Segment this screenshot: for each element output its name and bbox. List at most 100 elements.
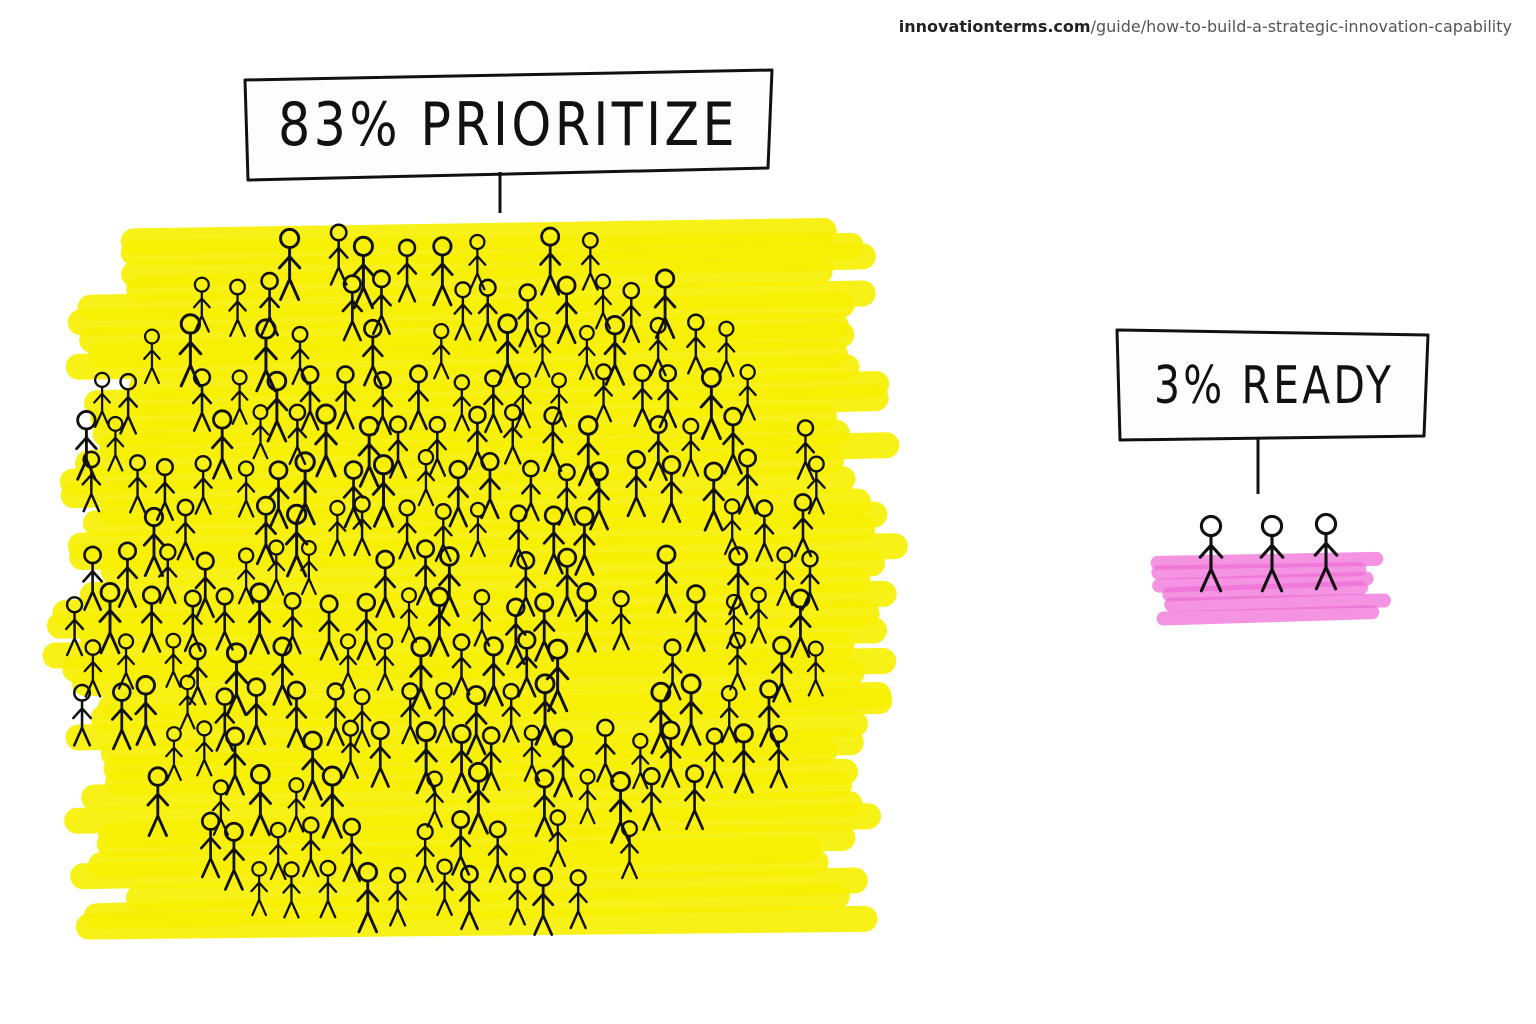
figure-body	[387, 431, 409, 479]
stick-figure	[222, 821, 245, 891]
stick-figure	[594, 363, 613, 423]
figure-body	[704, 742, 725, 789]
stick-figure	[704, 727, 725, 789]
stick-figure	[684, 764, 706, 831]
figure-body	[725, 607, 743, 650]
stick-figure	[532, 867, 555, 936]
stick-figure	[318, 594, 340, 661]
stick-figure	[625, 449, 648, 518]
figure-body	[789, 605, 812, 659]
figure-body	[631, 746, 650, 790]
stick-figure	[725, 593, 743, 650]
figure-body	[647, 431, 669, 482]
stick-figure	[282, 591, 303, 655]
figure-body	[146, 783, 170, 838]
figure-body	[686, 328, 706, 375]
figure-body	[128, 468, 148, 514]
stick-figure	[447, 459, 470, 528]
figure-body	[187, 657, 208, 706]
figure-body	[450, 741, 473, 794]
figure-body	[407, 380, 429, 431]
stick-figure	[428, 586, 451, 657]
stick-figure	[482, 636, 505, 707]
stick-figure	[620, 820, 639, 880]
sign-label: 83% PRIORITIZE	[278, 90, 738, 160]
stick-figure	[580, 231, 600, 291]
figure-body	[555, 292, 578, 345]
figure-body	[193, 469, 213, 515]
stick-figure	[555, 275, 578, 345]
figure-body	[318, 874, 338, 919]
figure-body	[425, 784, 444, 828]
stick-figure	[72, 683, 93, 747]
stick-figure	[611, 590, 631, 651]
figure-body	[542, 522, 565, 575]
figure-body	[400, 601, 418, 643]
figure-body	[277, 246, 302, 302]
stick-figure	[116, 541, 139, 608]
stick-figure	[388, 866, 408, 927]
majority-sign: 83% PRIORITIZE	[243, 68, 774, 213]
stick-figure	[662, 638, 683, 701]
figure-body	[575, 599, 598, 653]
figure-body	[287, 418, 308, 466]
figure-body	[397, 514, 417, 560]
stick-figure	[467, 405, 488, 471]
figure-body	[285, 697, 308, 749]
figure-body	[314, 421, 338, 478]
stick-figure	[396, 238, 418, 303]
figure-body	[83, 653, 103, 698]
highlighter-stroke	[92, 403, 838, 447]
figure-body	[267, 553, 286, 596]
stick-figure	[351, 235, 376, 310]
figure-body	[265, 388, 289, 443]
figure-body	[110, 699, 133, 751]
figure-body	[477, 294, 498, 342]
stick-figure	[469, 501, 487, 558]
figure-body	[287, 790, 306, 833]
highlighter-stroke	[67, 291, 855, 336]
figure-body	[533, 691, 557, 746]
figure-head	[1260, 514, 1284, 538]
stick-figure	[578, 324, 596, 381]
highlighter-stroke	[42, 632, 855, 669]
figure-body	[1313, 532, 1339, 591]
stick-figure	[432, 322, 451, 380]
stick-figure	[800, 550, 820, 611]
figure-body	[487, 835, 508, 883]
stick-figure	[719, 684, 739, 744]
figure-body	[717, 334, 736, 378]
stick-figure	[397, 499, 417, 560]
figure-body	[224, 660, 249, 717]
figure-body	[552, 745, 575, 798]
stick-figure	[267, 539, 286, 596]
stick-figure	[415, 823, 435, 883]
stick-figure	[245, 677, 268, 746]
source-url: innovationterms.com/guide/how-to-build-a…	[899, 17, 1512, 36]
stick-figure	[223, 726, 247, 796]
stick-figure	[175, 498, 196, 561]
figure-body	[632, 379, 653, 428]
figure-body	[175, 513, 196, 561]
stick-figure	[477, 278, 498, 342]
figure-body	[685, 601, 707, 652]
stick-figure	[450, 723, 473, 794]
figure-body	[267, 477, 290, 530]
stick-figure	[660, 455, 683, 524]
stick-figure	[228, 278, 247, 338]
stick-figure	[254, 495, 277, 566]
figure-body	[301, 831, 321, 878]
figure-body	[375, 647, 395, 691]
figure-body	[427, 431, 448, 477]
stick-figure	[287, 403, 308, 466]
figure-body	[248, 781, 272, 837]
figure-body	[556, 564, 579, 618]
figure-body	[210, 426, 234, 480]
highlighter-stroke	[52, 580, 897, 626]
figure-head	[1314, 512, 1338, 536]
stick-figure	[362, 318, 384, 387]
stick-figure	[727, 546, 750, 616]
figure-body	[134, 692, 158, 746]
